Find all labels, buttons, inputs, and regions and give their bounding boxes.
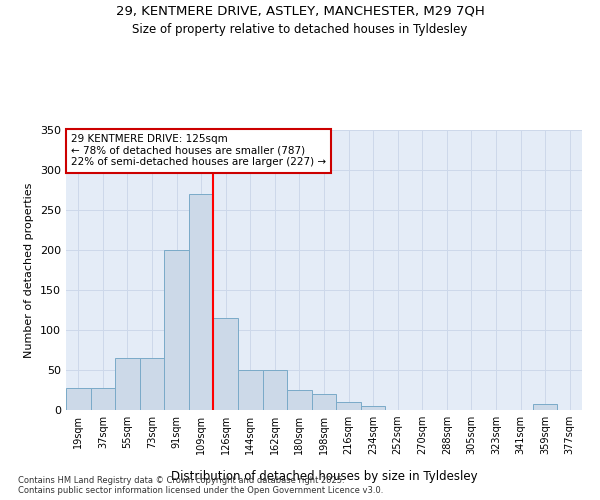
Text: Contains HM Land Registry data © Crown copyright and database right 2025.
Contai: Contains HM Land Registry data © Crown c… xyxy=(18,476,383,495)
Bar xyxy=(238,370,263,410)
Bar xyxy=(336,402,361,410)
Bar xyxy=(361,406,385,410)
Text: 29, KENTMERE DRIVE, ASTLEY, MANCHESTER, M29 7QH: 29, KENTMERE DRIVE, ASTLEY, MANCHESTER, … xyxy=(116,5,484,18)
Bar xyxy=(164,250,189,410)
Bar xyxy=(312,394,336,410)
Bar xyxy=(140,358,164,410)
Bar xyxy=(263,370,287,410)
Bar xyxy=(115,358,140,410)
Bar xyxy=(91,388,115,410)
Bar xyxy=(66,388,91,410)
Text: 29 KENTMERE DRIVE: 125sqm
← 78% of detached houses are smaller (787)
22% of semi: 29 KENTMERE DRIVE: 125sqm ← 78% of detac… xyxy=(71,134,326,168)
Bar xyxy=(533,404,557,410)
Bar xyxy=(189,194,214,410)
Text: Distribution of detached houses by size in Tyldesley: Distribution of detached houses by size … xyxy=(170,470,478,483)
Bar xyxy=(287,390,312,410)
Y-axis label: Number of detached properties: Number of detached properties xyxy=(25,182,34,358)
Text: Size of property relative to detached houses in Tyldesley: Size of property relative to detached ho… xyxy=(133,22,467,36)
Bar xyxy=(214,318,238,410)
